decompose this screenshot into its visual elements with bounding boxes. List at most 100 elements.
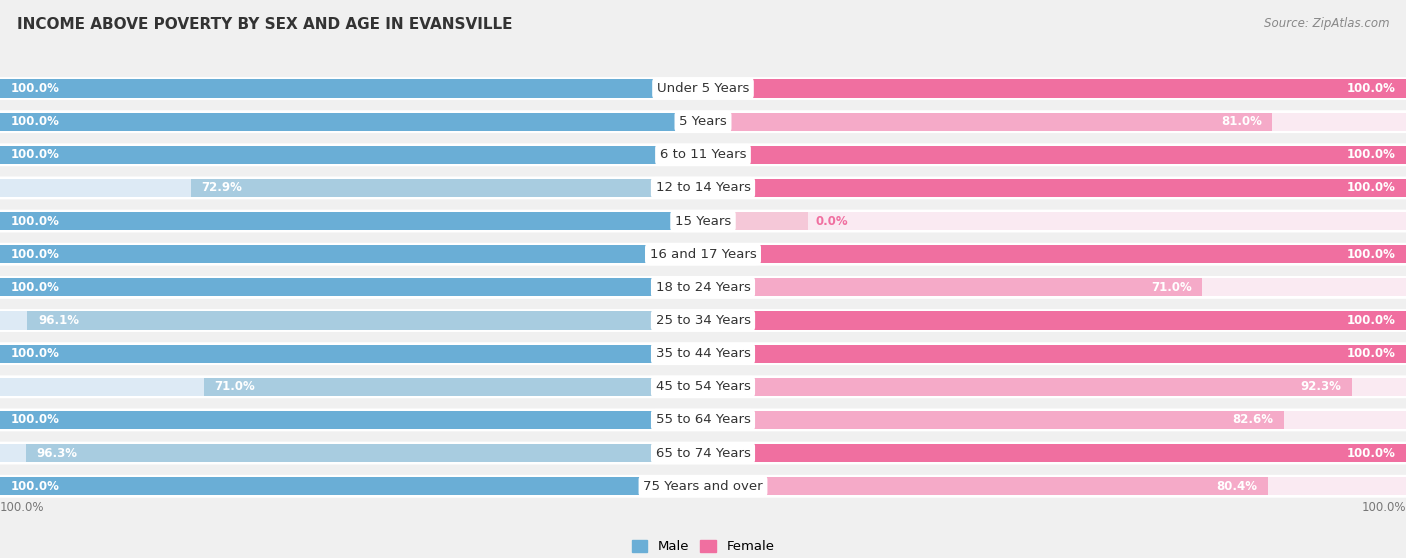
FancyBboxPatch shape [0, 110, 1406, 133]
Text: 35 to 44 Years: 35 to 44 Years [655, 347, 751, 360]
Text: 100.0%: 100.0% [1347, 446, 1396, 460]
FancyBboxPatch shape [0, 243, 1406, 266]
FancyBboxPatch shape [0, 143, 1406, 166]
Bar [0, 212, 703, 230]
Text: 100.0%: 100.0% [11, 215, 59, 228]
Legend: Male, Female: Male, Female [626, 535, 780, 558]
FancyBboxPatch shape [0, 442, 1406, 464]
FancyBboxPatch shape [0, 176, 1406, 199]
Text: 100.0%: 100.0% [11, 115, 59, 128]
Bar [703, 477, 1268, 496]
Bar [0, 179, 703, 197]
FancyBboxPatch shape [0, 376, 1406, 398]
Text: 15 Years: 15 Years [675, 215, 731, 228]
Text: 100.0%: 100.0% [11, 148, 59, 161]
Bar [0, 378, 703, 396]
Bar [703, 212, 1406, 230]
Text: 100.0%: 100.0% [11, 347, 59, 360]
Text: 100.0%: 100.0% [1347, 314, 1396, 327]
Bar [0, 344, 703, 363]
Bar [0, 311, 703, 330]
FancyBboxPatch shape [0, 475, 1406, 498]
FancyBboxPatch shape [0, 77, 1406, 100]
Bar [0, 146, 703, 164]
Text: 82.6%: 82.6% [1232, 413, 1274, 426]
Text: 55 to 64 Years: 55 to 64 Years [655, 413, 751, 426]
Text: 80.4%: 80.4% [1216, 480, 1258, 493]
Bar [703, 146, 1406, 164]
Text: 100.0%: 100.0% [1347, 82, 1396, 95]
Bar [703, 411, 1406, 429]
Bar [703, 179, 1406, 197]
Text: 100.0%: 100.0% [1361, 501, 1406, 514]
FancyBboxPatch shape [0, 210, 1406, 233]
Bar [703, 311, 1406, 330]
Bar [190, 179, 703, 197]
Bar [703, 344, 1406, 363]
FancyBboxPatch shape [0, 276, 1406, 299]
Bar [703, 113, 1406, 131]
Bar [703, 311, 1406, 330]
Text: 100.0%: 100.0% [1347, 347, 1396, 360]
Bar [703, 146, 1406, 164]
Bar [28, 311, 703, 330]
Bar [0, 113, 703, 131]
Bar [703, 79, 1406, 98]
Text: 100.0%: 100.0% [1347, 181, 1396, 194]
Text: 5 Years: 5 Years [679, 115, 727, 128]
Bar [0, 113, 703, 131]
Bar [0, 146, 703, 164]
Bar [703, 344, 1406, 363]
Text: 6 to 11 Years: 6 to 11 Years [659, 148, 747, 161]
Text: 100.0%: 100.0% [1347, 248, 1396, 261]
Text: 18 to 24 Years: 18 to 24 Years [655, 281, 751, 294]
Bar [0, 411, 703, 429]
Bar [703, 378, 1353, 396]
Bar [27, 444, 703, 462]
Text: 100.0%: 100.0% [11, 248, 59, 261]
Text: 100.0%: 100.0% [11, 480, 59, 493]
Text: 65 to 74 Years: 65 to 74 Years [655, 446, 751, 460]
Text: INCOME ABOVE POVERTY BY SEX AND AGE IN EVANSVILLE: INCOME ABOVE POVERTY BY SEX AND AGE IN E… [17, 17, 512, 32]
Bar [703, 179, 1406, 197]
Bar [0, 278, 703, 296]
Bar [0, 245, 703, 263]
Text: 100.0%: 100.0% [11, 281, 59, 294]
Bar [204, 378, 703, 396]
Bar [703, 444, 1406, 462]
Bar [0, 477, 703, 496]
Bar [703, 212, 808, 230]
Bar [0, 278, 703, 296]
Text: 100.0%: 100.0% [1347, 148, 1396, 161]
Bar [703, 378, 1406, 396]
FancyBboxPatch shape [0, 309, 1406, 332]
Text: 92.3%: 92.3% [1301, 381, 1341, 393]
Bar [703, 411, 1284, 429]
FancyBboxPatch shape [0, 342, 1406, 365]
Bar [703, 444, 1406, 462]
Text: 100.0%: 100.0% [11, 82, 59, 95]
Text: 16 and 17 Years: 16 and 17 Years [650, 248, 756, 261]
Text: Source: ZipAtlas.com: Source: ZipAtlas.com [1264, 17, 1389, 30]
Bar [703, 278, 1202, 296]
FancyBboxPatch shape [0, 408, 1406, 431]
Bar [703, 278, 1406, 296]
Bar [0, 411, 703, 429]
Bar [0, 245, 703, 263]
Text: 72.9%: 72.9% [201, 181, 242, 194]
Bar [703, 245, 1406, 263]
Bar [0, 79, 703, 98]
Bar [0, 79, 703, 98]
Text: 100.0%: 100.0% [0, 501, 45, 514]
Bar [0, 477, 703, 496]
Bar [703, 245, 1406, 263]
Bar [703, 79, 1406, 98]
Text: 45 to 54 Years: 45 to 54 Years [655, 381, 751, 393]
Bar [703, 477, 1406, 496]
Text: 12 to 14 Years: 12 to 14 Years [655, 181, 751, 194]
Text: 100.0%: 100.0% [11, 413, 59, 426]
Bar [0, 212, 703, 230]
Bar [703, 113, 1272, 131]
Text: 71.0%: 71.0% [1152, 281, 1192, 294]
Text: 25 to 34 Years: 25 to 34 Years [655, 314, 751, 327]
